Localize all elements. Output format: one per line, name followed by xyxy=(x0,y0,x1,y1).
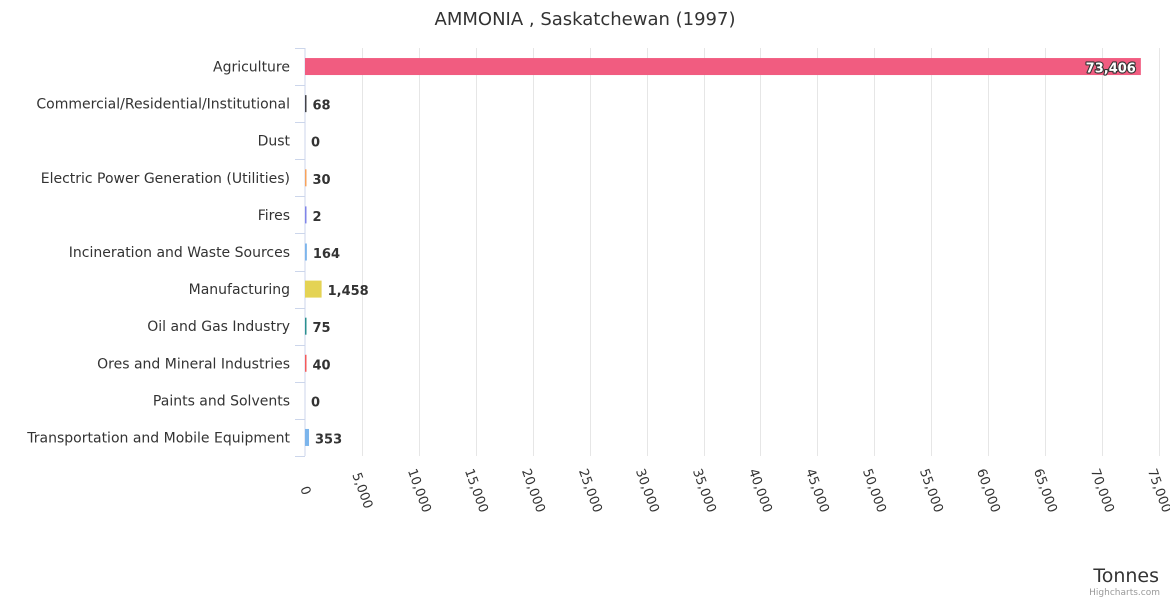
category-label: Fires xyxy=(258,208,290,224)
data-label: 40 xyxy=(313,358,331,373)
data-label: 2 xyxy=(313,210,322,225)
category-label: Dust xyxy=(258,134,291,150)
category-label: Ores and Mineral Industries xyxy=(97,356,290,372)
data-label: 164 xyxy=(313,247,340,262)
tick-label: 65,000 xyxy=(1030,467,1060,515)
data-labels: 73,406 68 0 30 2 164 1,458 75 40 0 353 xyxy=(311,60,1137,447)
data-label: 353 xyxy=(315,432,342,447)
category-label: Incineration and Waste Sources xyxy=(69,245,290,261)
tick-label: 45,000 xyxy=(802,467,832,515)
category-label: Agriculture xyxy=(213,60,290,76)
category-label: Commercial/Residential/Institutional xyxy=(36,97,290,113)
data-label: 30 xyxy=(313,173,331,188)
data-label: 0 xyxy=(311,136,320,151)
bar[interactable] xyxy=(305,354,307,372)
tick-label: 50,000 xyxy=(859,467,889,515)
category-label: Paints and Solvents xyxy=(153,393,290,409)
value-axis-tick-labels: 0 5,000 10,000 15,000 20,000 25,000 30,000 35,0… xyxy=(296,467,1170,515)
tick-label: 60,000 xyxy=(973,467,1003,515)
tick-label: 10,000 xyxy=(404,467,434,515)
category-labels: Agriculture Commercial/Residential/Instit… xyxy=(26,60,290,447)
data-label: 73,406 xyxy=(1086,62,1136,77)
bar[interactable] xyxy=(305,428,310,446)
bar[interactable] xyxy=(305,243,307,261)
category-label: Oil and Gas Industry xyxy=(147,319,290,335)
tick-label: 35,000 xyxy=(689,467,719,515)
bar[interactable] xyxy=(305,317,307,335)
data-label: 75 xyxy=(313,321,331,336)
data-label: 1,458 xyxy=(328,284,369,299)
tick-label: 20,000 xyxy=(518,467,548,515)
tick-label: 30,000 xyxy=(632,467,662,515)
tick-label: 40,000 xyxy=(745,467,775,515)
bar[interactable] xyxy=(305,58,1141,76)
bar[interactable] xyxy=(305,169,307,187)
tick-label: 15,000 xyxy=(461,467,491,515)
category-label: Transportation and Mobile Equipment xyxy=(26,430,290,446)
tick-label: 55,000 xyxy=(916,467,946,515)
bar[interactable] xyxy=(305,280,322,298)
chart-title: AMMONIA , Saskatchewan (1997) xyxy=(435,9,736,30)
tick-label: 70,000 xyxy=(1087,467,1117,515)
data-label: 68 xyxy=(313,99,331,114)
category-label: Electric Power Generation (Utilities) xyxy=(41,171,290,187)
value-axis-title: Tonnes xyxy=(1092,565,1159,587)
grid-lines xyxy=(362,48,1160,456)
credits-link[interactable]: Highcharts.com xyxy=(1089,588,1160,598)
bars xyxy=(305,58,1141,446)
bar[interactable] xyxy=(305,206,307,224)
tick-label: 0 xyxy=(296,484,313,497)
tick-label: 25,000 xyxy=(575,467,605,515)
tick-label: 5,000 xyxy=(348,471,375,511)
category-ticks xyxy=(295,48,305,457)
category-label: Manufacturing xyxy=(189,282,290,298)
tick-label: 75,000 xyxy=(1144,467,1170,515)
data-label: 0 xyxy=(311,395,320,410)
bar[interactable] xyxy=(305,95,307,113)
